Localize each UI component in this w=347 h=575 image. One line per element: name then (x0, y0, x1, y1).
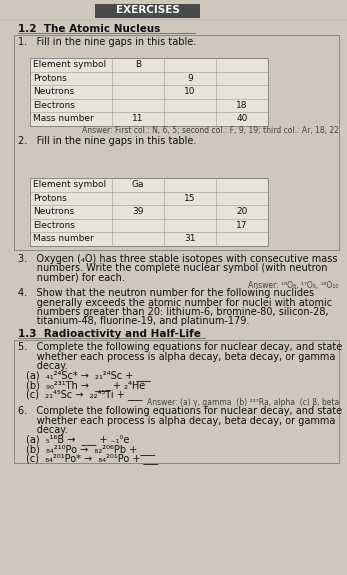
Text: (c)  ₂₁⁴⁵Sc →  ₂₂⁴⁵Ti + ___: (c) ₂₁⁴⁵Sc → ₂₂⁴⁵Ti + ___ (26, 389, 143, 400)
Text: 20: 20 (236, 207, 248, 216)
Bar (30, 58, 268, 125)
Text: decay.: decay. (18, 361, 68, 371)
Bar (30, 58, 268, 125)
Text: (c)  ₈₄²⁰¹Po* →  ₈₄²⁰¹Po + ___: (c) ₈₄²⁰¹Po* → ₈₄²⁰¹Po + ___ (26, 454, 158, 465)
Text: whether each process is alpha decay, beta decay, or gamma: whether each process is alpha decay, bet… (18, 416, 335, 426)
Text: Answer: (a) γ, gamma  (b) ²²⁷Ra, alpha  (c) β, beta: Answer: (a) γ, gamma (b) ²²⁷Ra, alpha (c… (147, 398, 339, 407)
Bar (14, 340, 339, 463)
Text: B: B (135, 60, 141, 69)
Text: 1.   Fill in the nine gaps in this table.: 1. Fill in the nine gaps in this table. (18, 37, 196, 47)
Text: Answer: First col.: N, 6, 5; second col.: F, 9, 19; third col.: Ar, 18, 22: Answer: First col.: N, 6, 5; second col.… (82, 126, 339, 136)
Text: (a)  ₅¹⁶B →  ___ + ₋₁⁰e: (a) ₅¹⁶B → ___ + ₋₁⁰e (26, 435, 129, 446)
Text: 1.3  Radioactivity and Half-Life: 1.3 Radioactivity and Half-Life (18, 329, 201, 339)
Text: 9: 9 (187, 74, 193, 83)
Text: 11: 11 (132, 114, 144, 123)
Text: 39: 39 (132, 207, 144, 216)
Text: EXERCISES: EXERCISES (116, 5, 179, 15)
Text: 5.   Complete the following equations for nuclear decay, and state: 5. Complete the following equations for … (18, 342, 342, 352)
Text: Electrons: Electrons (33, 221, 75, 230)
Text: Answer: ¹⁶O₈, ¹⁷O₉, ¹⁸O₁₀: Answer: ¹⁶O₈, ¹⁷O₉, ¹⁸O₁₀ (248, 281, 339, 290)
Text: numbers. Write the complete nuclear symbol (with neutron: numbers. Write the complete nuclear symb… (18, 263, 328, 273)
Text: 31: 31 (184, 234, 196, 243)
Text: 15: 15 (184, 194, 196, 203)
Text: 1.2  The Atomic Nucleus: 1.2 The Atomic Nucleus (18, 24, 160, 34)
Text: 3.   Oxygen (₄O) has three stable isotopes with consecutive mass: 3. Oxygen (₄O) has three stable isotopes… (18, 254, 338, 263)
Text: 2.   Fill in the nine gaps in this table.: 2. Fill in the nine gaps in this table. (18, 136, 196, 147)
Text: (a)  ₄₁²⁴Sc* →  ₂₁²⁴Sc + ___: (a) ₄₁²⁴Sc* → ₂₁²⁴Sc + ___ (26, 370, 151, 381)
Bar (30, 178, 268, 246)
Text: 40: 40 (236, 114, 248, 123)
Bar (14, 35, 339, 250)
Text: (b)  ₈₄²¹⁰Po →  ₈₂²⁰⁶Pb + ___: (b) ₈₄²¹⁰Po → ₈₂²⁰⁶Pb + ___ (26, 444, 155, 455)
Text: number) for each.: number) for each. (18, 273, 125, 282)
Text: Neutrons: Neutrons (33, 207, 74, 216)
Text: 17: 17 (236, 221, 248, 230)
Text: generally exceeds the atomic number for nuclei with atomic: generally exceeds the atomic number for … (18, 297, 332, 308)
Text: (b)  ₉₀²³¹Th →  ___ + ₂⁴He: (b) ₉₀²³¹Th → ___ + ₂⁴He (26, 380, 145, 391)
Text: decay.: decay. (18, 425, 68, 435)
Text: Element symbol: Element symbol (33, 60, 106, 69)
Text: Protons: Protons (33, 194, 67, 203)
Bar (30, 178, 268, 246)
Text: Electrons: Electrons (33, 101, 75, 110)
Text: numbers greater than 20: lithium-6, bromine-80, silicon-28,: numbers greater than 20: lithium-6, brom… (18, 307, 329, 317)
Text: Mass number: Mass number (33, 234, 94, 243)
Text: Protons: Protons (33, 74, 67, 83)
Text: titanium-48, fluorine-19, and platinum-179.: titanium-48, fluorine-19, and platinum-1… (18, 316, 249, 327)
Text: Mass number: Mass number (33, 114, 94, 123)
Text: Ga: Ga (132, 180, 144, 189)
Text: whether each process is alpha decay, beta decay, or gamma: whether each process is alpha decay, bet… (18, 351, 335, 362)
Text: 10: 10 (184, 87, 196, 96)
Text: Element symbol: Element symbol (33, 180, 106, 189)
Text: 6.   Complete the following equations for nuclear decay, and state: 6. Complete the following equations for … (18, 406, 342, 416)
Bar (95, 4, 200, 18)
Text: 18: 18 (236, 101, 248, 110)
Text: Neutrons: Neutrons (33, 87, 74, 96)
Text: 4.   Show that the neutron number for the following nuclides: 4. Show that the neutron number for the … (18, 288, 314, 298)
